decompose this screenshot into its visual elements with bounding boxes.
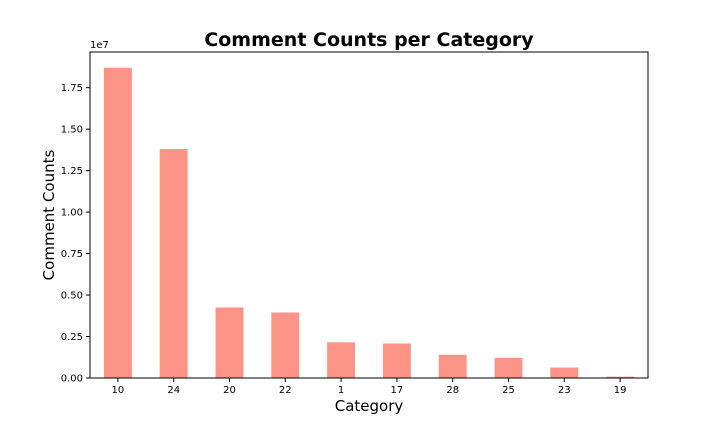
x-axis-label: Category [335,397,404,415]
y-tick-label: 0.75 [61,249,83,260]
y-tick-label: 0.25 [61,332,83,343]
y-tick-label: 1.75 [61,83,83,94]
x-tick-label: 24 [167,385,180,396]
x-tick-label: 20 [223,385,236,396]
x-tick-label: 17 [391,385,404,396]
y-tick-label: 0.50 [61,291,83,302]
bar-category-24 [159,149,188,378]
plot-frame [89,51,649,379]
x-tick-label: 23 [558,385,571,396]
bar-category-19 [606,376,635,378]
y-axis-ticks: 0.00 0.25 0.50 0.75 1.00 1.25 1.50 1.75 [61,83,90,385]
bar-category-28 [438,354,467,378]
y-tick-label: 1.00 [61,208,83,219]
x-axis-ticks: 10 24 20 22 1 17 28 25 23 19 [112,378,627,396]
x-tick-label: 19 [614,385,627,396]
bar-category-17 [382,343,411,378]
bar-category-23 [550,367,579,378]
y-tick-label: 0.00 [61,374,83,385]
bar-category-25 [494,357,523,378]
y-tick-label: 1.25 [61,166,83,177]
x-tick-label: 22 [279,385,292,396]
x-tick-label: 28 [446,385,459,396]
bar-category-10 [103,67,132,379]
bars-group [103,67,635,379]
x-tick-label: 25 [502,385,515,396]
x-tick-label: 10 [112,385,125,396]
y-axis-label: Comment Counts [40,150,58,281]
bar-category-20 [215,307,244,378]
chart-title: Comment Counts per Category [204,29,534,51]
bar-category-1 [327,342,356,378]
y-tick-label: 1.50 [61,125,83,136]
y-axis-offset-label: 1e7 [90,40,109,51]
x-tick-label: 1 [338,385,344,396]
bar-category-22 [271,312,300,378]
